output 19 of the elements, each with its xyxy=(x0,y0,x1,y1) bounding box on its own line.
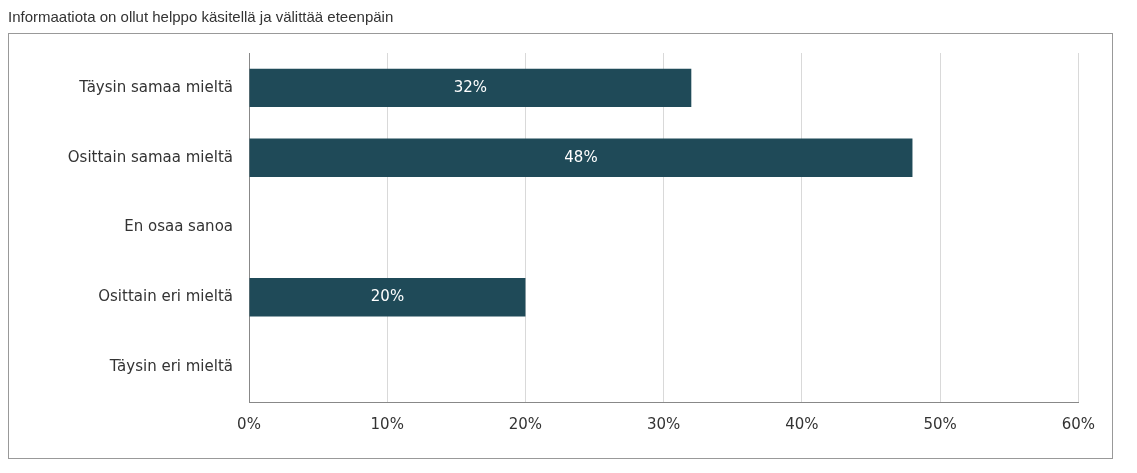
data-label: 32% xyxy=(453,77,488,96)
data-label: 48% xyxy=(564,147,598,166)
bar xyxy=(249,68,692,108)
y-tick-label: Täysin eri mieltä xyxy=(108,356,233,375)
y-tick-label: Osittain samaa mieltä xyxy=(67,147,233,166)
x-tick-label: 20% xyxy=(508,414,543,433)
bar xyxy=(249,278,526,317)
y-tick-label: En osaa sanoa xyxy=(124,217,233,236)
bar xyxy=(249,138,913,177)
x-tick-label: 60% xyxy=(1061,414,1095,433)
chart-title: Informaatiota on ollut helppo käsitellä ja välittää eteenpäin xyxy=(8,8,395,25)
y-tick-label: Täysin samaa mieltä xyxy=(78,77,233,96)
x-tick-label: 30% xyxy=(646,414,681,433)
data-label: 20% xyxy=(370,287,405,306)
x-tick-label: 10% xyxy=(370,414,404,433)
x-tick-label: 40% xyxy=(785,414,819,433)
x-tick-label: 50% xyxy=(923,414,957,433)
y-tick-label: Osittain eri mieltä xyxy=(98,287,233,306)
x-tick-label: 0% xyxy=(237,414,261,433)
